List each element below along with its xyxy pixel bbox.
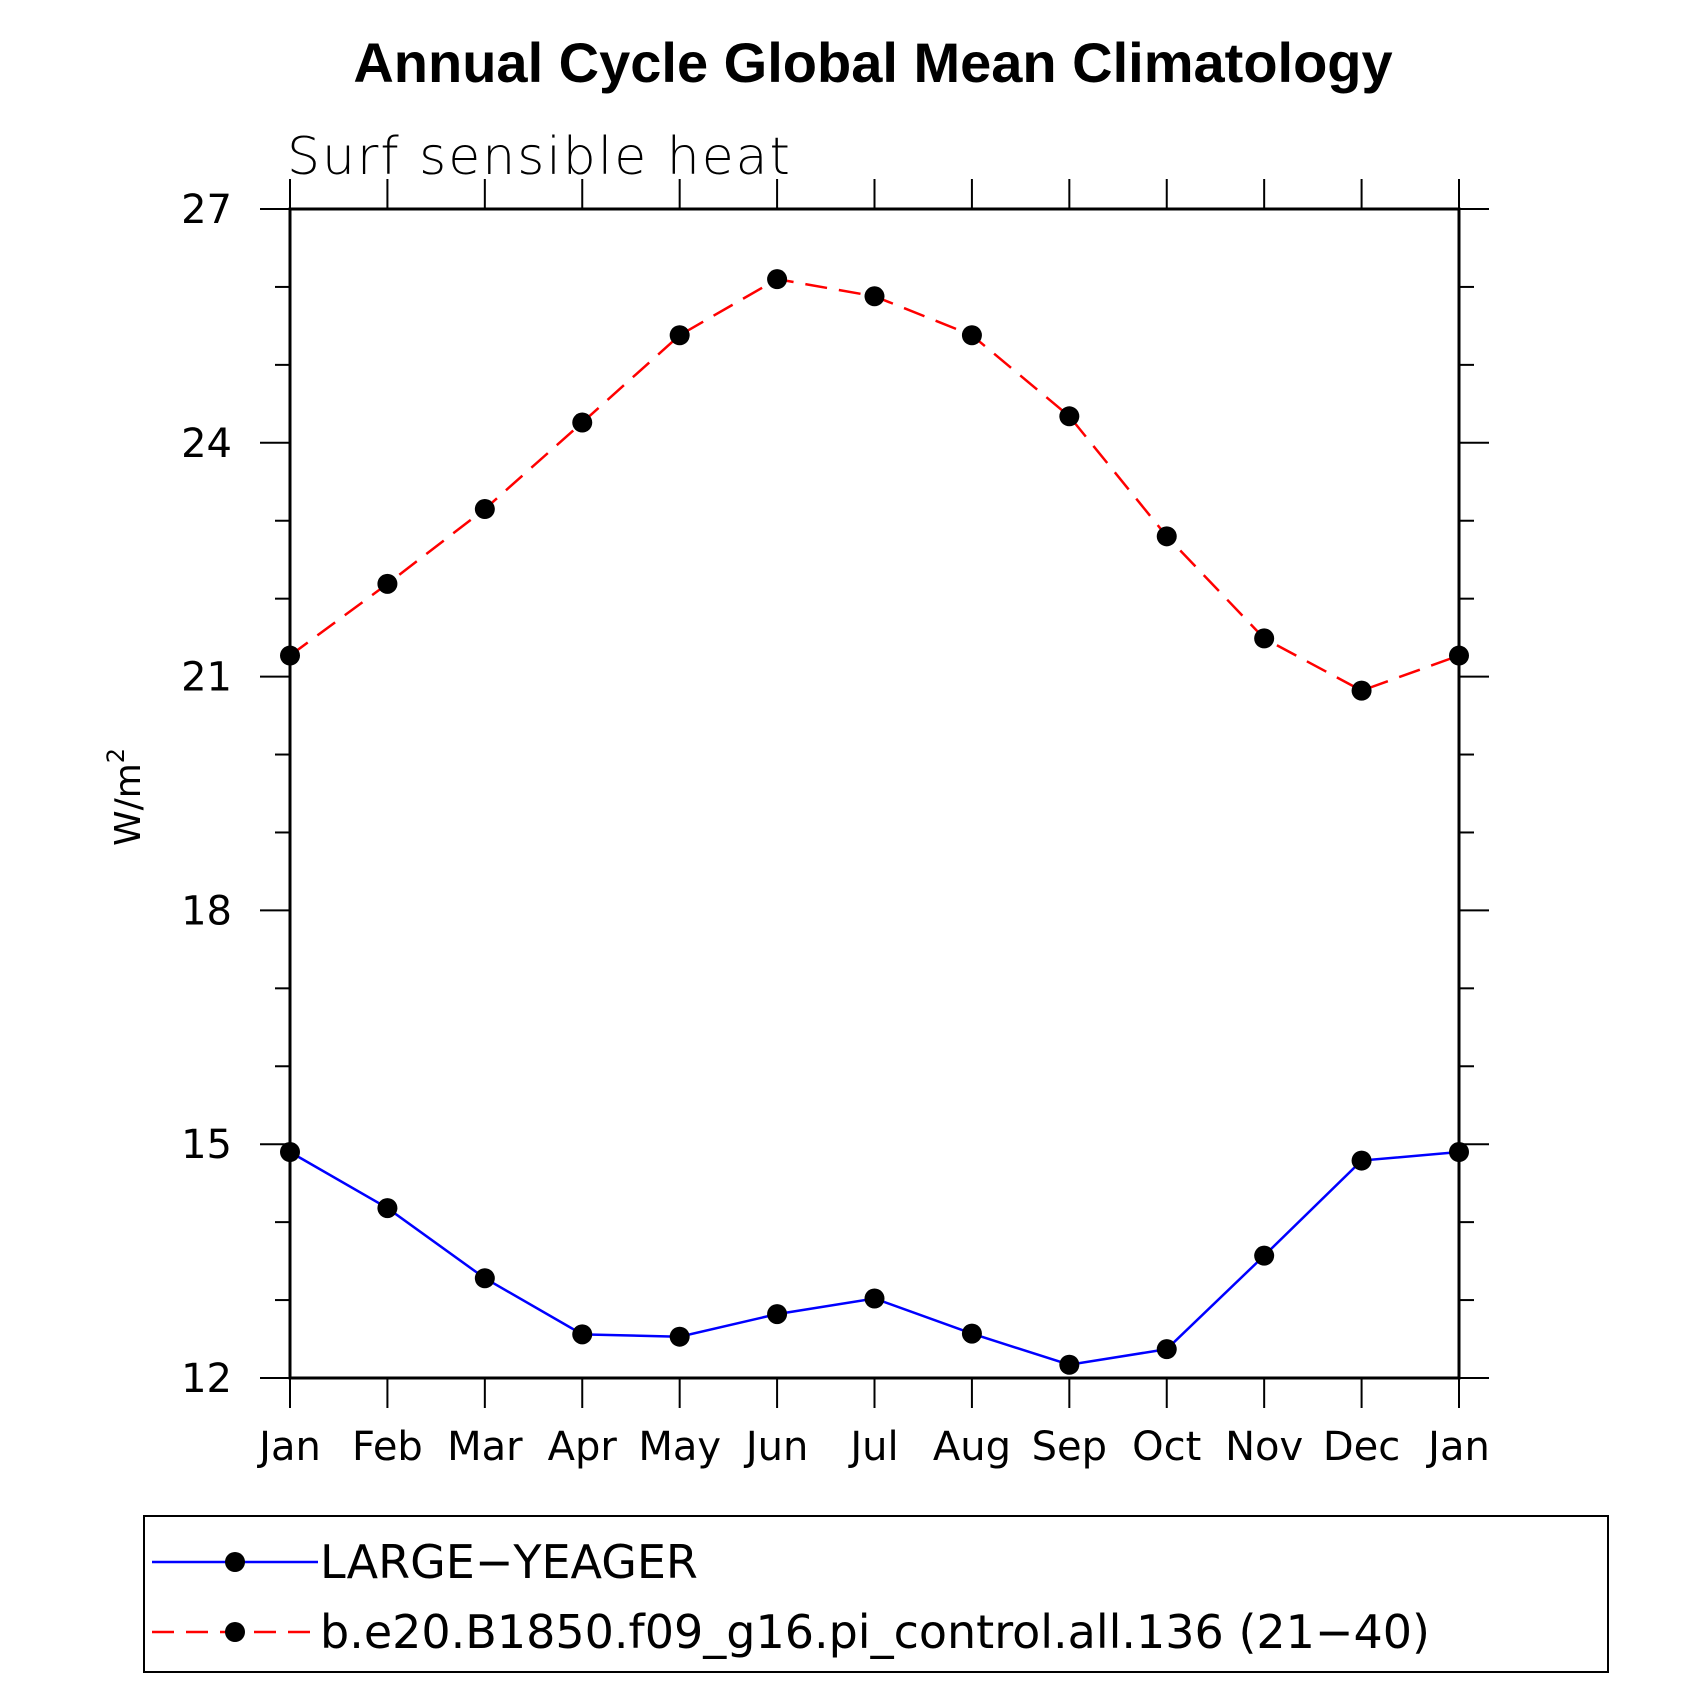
x-tick-label: Feb: [352, 1424, 423, 1470]
legend-frame: [143, 1515, 1609, 1673]
x-axis-ticks: [289, 179, 1460, 1408]
series-1-point: [377, 1198, 398, 1219]
series-1-point: [1254, 1245, 1275, 1266]
y-axis-ticks: [260, 208, 1489, 1379]
series-markers: [280, 269, 1469, 1375]
series-2-point: [572, 412, 593, 433]
series-2-point: [1254, 628, 1275, 649]
series-1-point: [1156, 1339, 1177, 1360]
x-tick-label: Jul: [847, 1424, 898, 1470]
legend: LARGE−YEAGER b.e20.B1850.f09_g16.pi_contr…: [143, 1515, 1609, 1673]
series-1-point: [280, 1141, 300, 1162]
legend-label-2: b.e20.B1850.f09_g16.pi_control.all.136 (…: [320, 1605, 1430, 1659]
x-tick-label: Aug: [933, 1424, 1011, 1470]
series-2-point: [1449, 645, 1469, 666]
legend-items: LARGE−YEAGER b.e20.B1850.f09_g16.pi_contr…: [152, 1535, 1430, 1659]
series-2-point: [1059, 406, 1080, 427]
chart-subtitle: Surf sensible heat: [287, 127, 792, 187]
y-tick-label: 15: [181, 1122, 232, 1168]
x-tick-label: Jun: [743, 1424, 809, 1470]
x-tick-label: Mar: [447, 1424, 523, 1470]
series-2-point: [767, 269, 788, 290]
series-2-point: [961, 325, 982, 346]
series-1-point: [474, 1268, 495, 1289]
x-tick-label: Dec: [1323, 1424, 1400, 1470]
series-1-point: [1059, 1354, 1080, 1375]
series-2-point: [669, 325, 690, 346]
x-tick-label: Jan: [1425, 1424, 1490, 1470]
series-2-point: [474, 499, 495, 520]
y-tick-label: 27: [181, 187, 232, 233]
y-axis-label-superscript: 2: [102, 748, 130, 763]
x-tick-label: Apr: [548, 1424, 618, 1470]
series-2-point: [1351, 680, 1372, 701]
series-1-point: [1351, 1150, 1372, 1171]
series-line-1: [289, 1150, 1460, 1367]
y-tick-label: 18: [181, 888, 232, 934]
chart-title: Annual Cycle Global Mean Climatology: [353, 31, 1392, 94]
series-1-point: [572, 1324, 593, 1345]
series-2-point: [1156, 526, 1177, 547]
y-tick-label: 21: [181, 655, 232, 701]
series-line-2: [289, 277, 1460, 692]
plot-frame: [288, 207, 1461, 1380]
x-tick-label: Jan: [256, 1424, 321, 1470]
y-axis-label: W/m2: [102, 748, 149, 846]
series-1-point: [864, 1288, 885, 1309]
x-tick-label: Nov: [1225, 1424, 1303, 1470]
series-1-point: [669, 1326, 690, 1347]
x-tick-label: May: [638, 1424, 721, 1470]
series-2-point: [864, 286, 885, 307]
legend-label-1: LARGE−YEAGER: [320, 1535, 698, 1589]
series-2-point: [280, 645, 300, 666]
series-lines: [289, 277, 1460, 1367]
legend-marker-1: [225, 1552, 245, 1572]
legend-marker-2: [225, 1622, 245, 1642]
y-axis-label-text: W/m: [108, 763, 149, 846]
x-tick-label: Oct: [1132, 1424, 1201, 1470]
plot-area: 12 15 18 21 24 27 Jan Feb Mar Apr May Jun Jul Aug Sep…: [181, 179, 1490, 1470]
svg-text:W/m2: W/m2: [102, 748, 149, 846]
y-tick-label: 12: [181, 1356, 232, 1402]
x-axis-tick-labels: Jan Feb Mar Apr May Jun Jul Aug Sep Oct Nov Dec Jan: [256, 1424, 1490, 1470]
series-1-point: [961, 1323, 982, 1344]
series-1-point: [1449, 1141, 1469, 1162]
series-1-point: [767, 1304, 788, 1325]
y-tick-label: 24: [181, 421, 232, 467]
y-axis-tick-labels: 12 15 18 21 24 27: [181, 187, 232, 1402]
x-tick-label: Sep: [1032, 1424, 1107, 1470]
series-2-point: [377, 573, 398, 594]
